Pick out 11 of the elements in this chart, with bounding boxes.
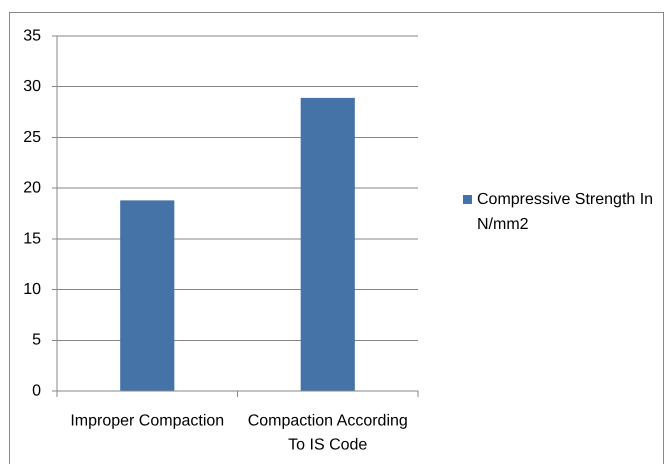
x-tick-label: Compaction According To IS Code xyxy=(248,412,408,454)
y-tick-label: 20 xyxy=(23,180,42,197)
y-tick-label: 25 xyxy=(23,128,42,146)
y-tick-label: 15 xyxy=(23,230,42,248)
y-tick-label: 10 xyxy=(23,280,42,298)
y-tick-label: 5 xyxy=(32,332,42,349)
y-tick-label: 0 xyxy=(32,382,42,400)
y-tick-label: 35 xyxy=(23,27,42,44)
x-tick-label: Improper Compaction xyxy=(70,412,224,430)
y-tick-label: 30 xyxy=(23,78,42,96)
legend-label: Compressive Strength In N/mm2 xyxy=(477,190,654,233)
